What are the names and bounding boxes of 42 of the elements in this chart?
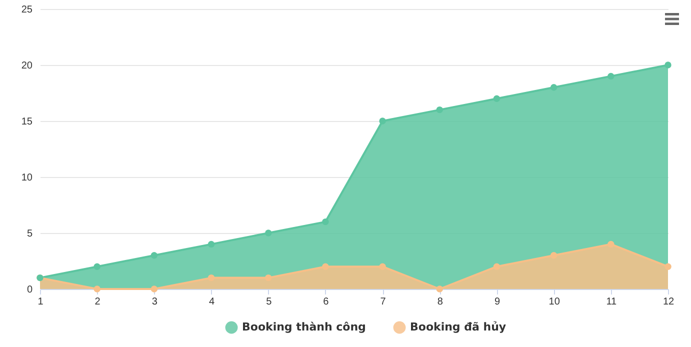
point xyxy=(550,84,558,91)
x-tick-label: 8 xyxy=(437,296,444,308)
point xyxy=(493,95,500,102)
legend-label: Booking đã hủy xyxy=(410,320,506,334)
point xyxy=(150,286,158,292)
point xyxy=(208,274,215,282)
legend-label: Booking thành công xyxy=(242,320,366,334)
point xyxy=(664,62,672,68)
x-tick-label: 7 xyxy=(380,296,386,308)
point xyxy=(208,240,215,248)
point xyxy=(608,240,614,248)
x-tick-label: 1 xyxy=(38,296,44,308)
point xyxy=(94,263,100,270)
point xyxy=(493,263,500,270)
x-tick-label: 10 xyxy=(548,296,560,308)
y-tick-label: 15 xyxy=(21,116,33,128)
point xyxy=(322,218,329,226)
y-tick-label: 25 xyxy=(21,4,33,16)
x-tick-label: 6 xyxy=(323,296,330,308)
y-tick-label: 10 xyxy=(21,172,33,184)
x-tick-label: 12 xyxy=(662,296,674,308)
point xyxy=(436,286,443,292)
point xyxy=(265,230,272,236)
x-tick-label: 2 xyxy=(94,296,101,308)
point xyxy=(608,72,614,80)
x-tick-label: 5 xyxy=(266,296,272,308)
point xyxy=(550,252,558,259)
y-tick-label: 0 xyxy=(26,284,33,296)
point xyxy=(379,263,386,270)
point xyxy=(265,274,272,282)
point xyxy=(322,263,329,270)
y-tick-label: 5 xyxy=(26,228,33,240)
x-tick-label: 3 xyxy=(152,296,158,308)
x-tick-label: 9 xyxy=(494,296,500,308)
point xyxy=(94,286,100,292)
point xyxy=(379,118,386,124)
point xyxy=(664,263,672,270)
point xyxy=(436,106,443,114)
y-tick-label: 20 xyxy=(21,60,33,72)
point xyxy=(150,252,158,259)
x-tick-label: 11 xyxy=(606,296,618,308)
x-tick-label: 4 xyxy=(208,296,215,308)
